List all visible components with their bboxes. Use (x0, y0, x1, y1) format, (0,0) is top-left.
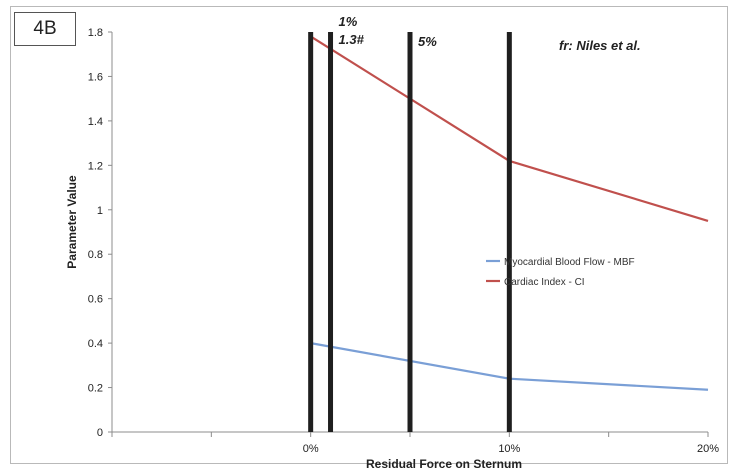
y-tick-label: 1.2 (88, 160, 103, 172)
x-tick-label: 20% (697, 443, 719, 455)
x-axis: 0% 10% 20% (111, 431, 719, 455)
figure-frame (10, 6, 728, 464)
y-tick-label: 0 (97, 427, 103, 439)
x-axis-title: Residual Force on Sternum (366, 457, 522, 471)
y-tick-label: 0.2 (88, 383, 103, 395)
y-tick-label: 1.6 (88, 71, 103, 83)
annotation-text: 1.3# (339, 32, 365, 47)
y-tick-label: 1.8 (88, 27, 103, 39)
y-tick-label: 0.6 (88, 294, 103, 306)
y-tick-label: 0.4 (88, 338, 103, 350)
x-tick-label: 0% (303, 443, 319, 455)
y-tick-label: 1 (97, 205, 103, 217)
legend: Myocardial Blood Flow - MBF Cardiac Index… (486, 257, 635, 288)
vertical-marker-layer (308, 32, 512, 432)
y-tick-label: 1.4 (88, 116, 103, 128)
legend-label: Myocardial Blood Flow - MBF (504, 257, 635, 268)
annotation-text: fr: Niles et al. (559, 38, 641, 53)
x-tick-label: 10% (498, 443, 520, 455)
y-tick-label: 0.8 (88, 249, 103, 261)
y-axis: 0 0.2 0.4 0.6 0.8 1 1.2 1.4 1.6 1.8 (88, 27, 113, 439)
y-axis-title: Parameter Value (65, 175, 79, 269)
legend-label: Cardiac Index - CI (504, 277, 585, 288)
annotation-layer: 1% 1.3# 5% fr: Niles et al. (339, 14, 641, 53)
figure-label: 4B (14, 12, 76, 46)
annotation-text: 5% (418, 34, 437, 49)
annotation-text: 1% (339, 14, 358, 29)
